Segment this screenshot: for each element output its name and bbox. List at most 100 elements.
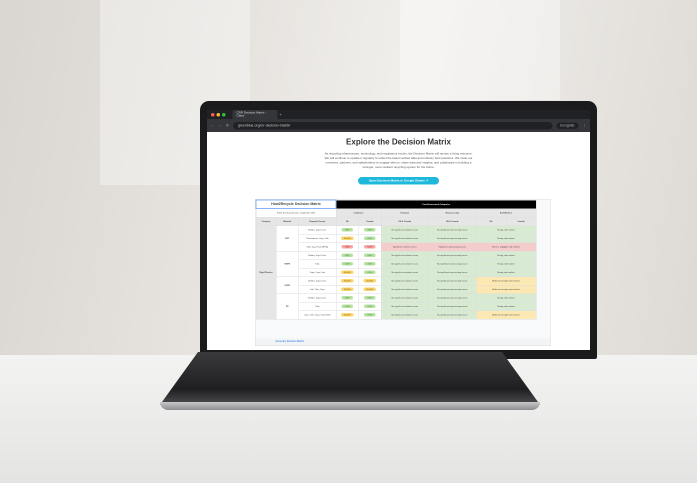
group-sortation: Sortation: [380, 208, 429, 218]
category-cell: Rigid Plastics: [255, 225, 277, 320]
format-cell: Bottles, Jugs & Jars: [298, 225, 337, 235]
format-cell: Bottles, Jugs & Jars: [298, 293, 337, 303]
end-markets-cell: Strong end markets: [475, 293, 537, 303]
collection-us: >50%: [341, 262, 353, 266]
reload-icon[interactable]: ⟳: [226, 124, 229, 128]
table-row: Trays, Cups, Lids 20-50% >50% No significan…: [256, 267, 537, 277]
group-reprocessing: Reprocessing: [428, 208, 477, 218]
sortation-cell: No significant sortation issues: [380, 276, 429, 286]
sortation-cell: No significant sortation issues: [380, 301, 429, 311]
format-cell: Thermoforms, Cups, Lids: [298, 233, 337, 243]
reprocessing-cell: No significant reprocessing issues: [428, 259, 477, 269]
column-header: US & Canada: [380, 216, 429, 226]
close-window-icon[interactable]: [211, 112, 215, 117]
browser-tab[interactable]: CRR Decision Matrix - Glass: [232, 110, 278, 119]
material-cell: LDPE: [275, 276, 299, 294]
end-markets-cell: Moderate strength end markets: [475, 310, 537, 320]
reprocessing-cell: No significant reprocessing issues: [428, 267, 477, 277]
decision-matrix-table: How2Recycle Decision Matrix Core Assessme…: [255, 199, 537, 320]
format-cell: Tubs: [298, 259, 337, 269]
sortation-cell: No significant sortation issues: [380, 250, 429, 260]
reprocessing-cell: No significant reprocessing issues: [428, 233, 477, 243]
table-row: Thermoforms, Cups, Lids 20-50% >50% No sign…: [256, 233, 537, 243]
sheet-tab[interactable]: Summary Decision Matrix: [255, 338, 551, 346]
collection-us: 20-50%: [340, 270, 354, 274]
collection-canada: >50%: [364, 304, 376, 308]
end-markets-cell: Strong end markets: [475, 267, 537, 277]
collection-us: >80%: [341, 253, 353, 257]
incognito-badge[interactable]: Incognito: [556, 122, 579, 129]
column-header: US: [335, 216, 359, 226]
reprocessing-cell: No significant reprocessing issues: [428, 225, 477, 235]
collection-canada: 20-50%: [363, 287, 377, 291]
end-markets-cell: Strong end markets: [475, 233, 537, 243]
collection-canada: >80%: [364, 253, 376, 257]
end-markets-cell: Strong end markets: [475, 301, 537, 311]
group-end-markets: End Markets: [475, 208, 537, 218]
table-row: Other (e.g. Foam (EPS)) <20% <20% Significa…: [256, 242, 537, 252]
maximize-window-icon[interactable]: [222, 112, 226, 117]
sheet-title[interactable]: How2Recycle Decision Matrix: [255, 199, 337, 209]
end-markets-cell: Strong end markets: [475, 259, 537, 269]
column-header: Category: [255, 216, 277, 226]
reprocessing-cell: No significant reprocessing issues: [428, 250, 477, 260]
reprocessing-cell: Significant reprocessing issues: [428, 242, 477, 252]
material-cell: PET: [275, 225, 299, 252]
collection-us: 20-50%: [340, 287, 354, 291]
material-cell: HDPE: [275, 250, 299, 277]
spreadsheet-embed[interactable]: How2Recycle Decision Matrix Core Assessme…: [255, 199, 551, 346]
back-icon[interactable]: ←: [211, 123, 215, 128]
menu-icon[interactable]: ⋮: [582, 124, 587, 128]
sortation-cell: No significant sortation issues: [380, 259, 429, 269]
table-row: Lids, Tubs, Cups 20-50% 20-50% No significa…: [256, 284, 537, 294]
sortation-cell: Significant sortation issues: [380, 242, 429, 252]
end-markets-cell: Moderate strength end markets: [475, 284, 537, 294]
forward-icon[interactable]: →: [218, 123, 223, 128]
reprocessing-cell: No significant reprocessing issues: [428, 276, 477, 286]
material-cell: PP: [275, 293, 299, 320]
laptop-screen: CRR Decision Matrix - Glass + ← → ⟳ greenb…: [207, 110, 590, 350]
table-row: PP Bottles, Jugs & Jars >80% >80% No signifi…: [256, 293, 537, 320]
end-markets-cell: None or negligible end markets: [475, 242, 537, 252]
table-row: Tubs >50% >50% No significant sortation iss…: [256, 259, 537, 269]
sortation-cell: No significant sortation issues: [380, 284, 429, 294]
sortation-cell: No significant sortation issues: [380, 267, 429, 277]
format-cell: Other (e.g. Foam (EPS)): [298, 242, 337, 252]
reprocessing-cell: No significant reprocessing issues: [428, 301, 477, 311]
minimize-window-icon[interactable]: [216, 112, 220, 117]
collection-us: 20-50%: [340, 313, 354, 317]
collection-canada: <20%: [364, 245, 376, 249]
column-header: Canada: [358, 216, 382, 226]
format-cell: Bottles, Jugs & Jars: [298, 250, 337, 260]
url-field[interactable]: greenblue.org/crr-decision-matrix/: [232, 121, 553, 130]
end-markets-cell: Moderate strength end markets: [475, 276, 537, 286]
page-content: Explore the Decision Matrix As recycling…: [207, 132, 590, 185]
sortation-cell: No significant sortation issues: [380, 233, 429, 243]
collection-us: 20-50%: [340, 236, 354, 240]
laptop-edge: [160, 402, 540, 410]
table-row: Rigid Plastics PET Bottles, Jugs & Jars >80…: [255, 225, 537, 320]
new-tab-icon[interactable]: +: [279, 112, 282, 117]
reprocessing-cell: No significant reprocessing issues: [428, 284, 477, 294]
format-cell: Trays, Cups, Lids: [298, 267, 337, 277]
end-markets-cell: Strong end markets: [475, 225, 537, 235]
address-bar-row: ← → ⟳ greenblue.org/crr-decision-matrix/ I…: [207, 119, 590, 132]
collection-canada: >50%: [364, 270, 376, 274]
collection-canada: >50%: [364, 262, 376, 266]
open-sheets-button[interactable]: Open Decision Matrix in Google Sheets ↗: [357, 177, 440, 185]
format-cell: Tubs: [298, 301, 337, 311]
collection-us: >80%: [341, 296, 353, 300]
reprocessing-cell: No significant reprocessing issues: [428, 293, 477, 303]
sortation-cell: No significant sortation issues: [380, 293, 429, 303]
collection-canada: >50%: [364, 313, 376, 317]
tab-bar: CRR Decision Matrix - Glass +: [207, 110, 590, 119]
sortation-cell: No significant sortation issues: [380, 225, 429, 235]
column-header: US & Canada: [428, 216, 477, 226]
categories-header: Core Assessment Categories: [335, 199, 537, 209]
table-row: Cups, Lids, Trays, Clamshells 20-50% >50% N…: [256, 310, 537, 320]
format-cell: Cups, Lids, Trays, Clamshells: [298, 310, 337, 320]
collection-canada: >80%: [364, 228, 376, 232]
collection-us: <20%: [341, 245, 353, 249]
collection-canada: 20-50%: [363, 279, 377, 283]
table-row: HDPE Bottles, Jugs & Jars >80% >80% No signi…: [256, 250, 537, 277]
